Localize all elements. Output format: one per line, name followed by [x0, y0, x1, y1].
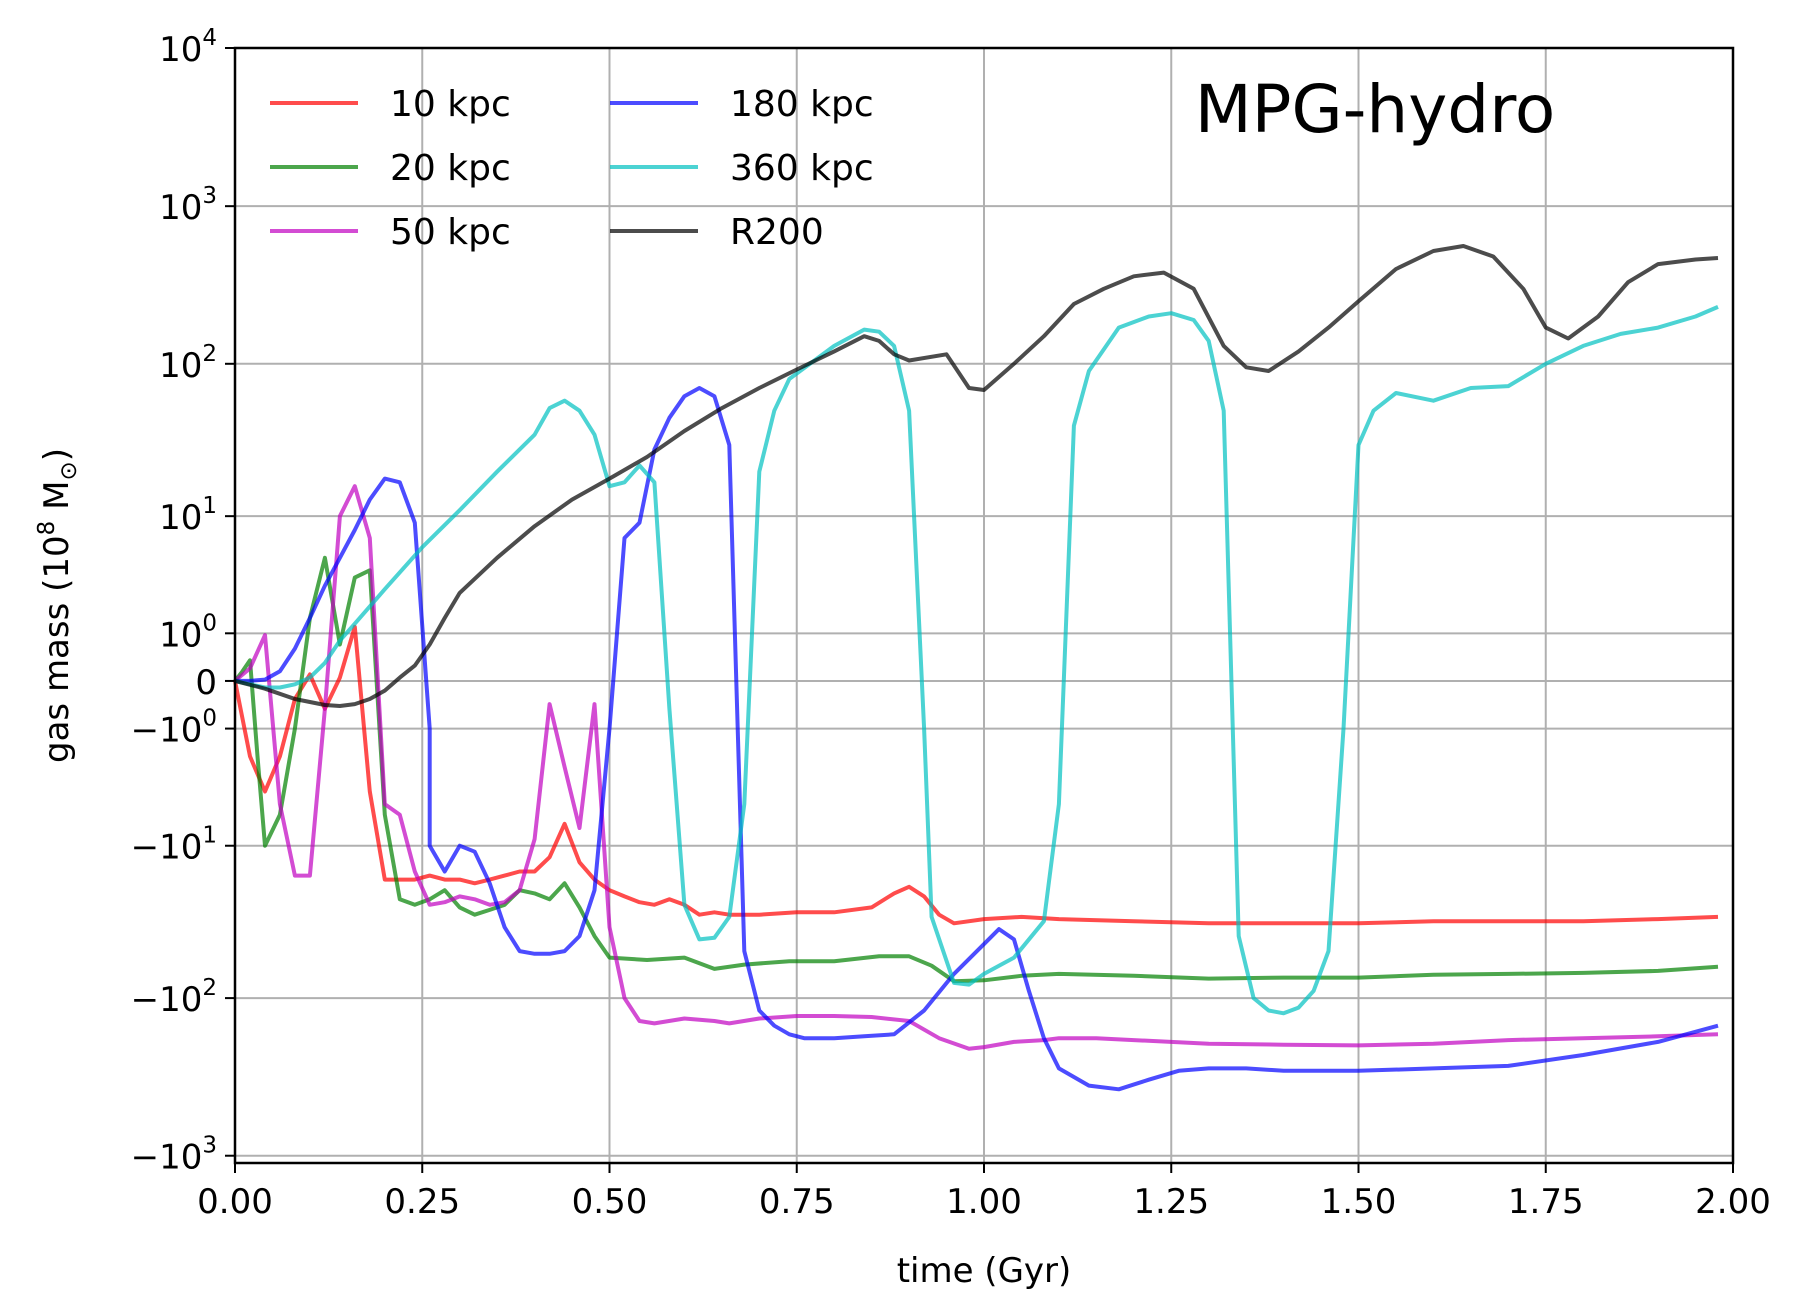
legend-label: 10 kpc — [390, 84, 511, 125]
y-tick-exp: 3 — [202, 183, 217, 209]
y-tick-label: −100 — [131, 706, 217, 751]
x-tick-label: 0.50 — [572, 1182, 648, 1222]
series-group — [233, 244, 1719, 1092]
series-line-50-kpc — [233, 484, 1719, 1051]
legend-label: 360 kpc — [730, 148, 874, 189]
y-tick-label: 100 — [159, 610, 217, 655]
y-axis-label-exp: 8 — [34, 521, 60, 536]
y-tick-base: 10 — [159, 498, 202, 538]
y-axis-label-unit: M — [37, 481, 77, 521]
y-tick-exp: 1 — [202, 823, 217, 849]
y-tick-base: 0 — [195, 663, 217, 703]
y-axis-label-close: ) — [37, 448, 77, 461]
series-line-r200 — [234, 244, 1719, 708]
x-tick-label: 0.00 — [197, 1182, 273, 1222]
series-line-20-kpc — [233, 555, 1719, 984]
y-tick-exp: 4 — [202, 25, 217, 51]
grid — [234, 47, 1734, 1163]
y-tick-exp: 0 — [202, 610, 217, 636]
y-tick-base: 10 — [159, 30, 202, 70]
tick-labels: 0.00 0.25 0.50 0.75 1.00 1.25 1.50 1.75 2.001041… — [131, 25, 1771, 1222]
y-tick-base: 10 — [159, 615, 202, 655]
y-tick-label: 101 — [159, 493, 217, 538]
y-tick-label: −102 — [131, 975, 217, 1020]
y-axis-label-sub: ⊙ — [56, 461, 82, 480]
x-tick-label: 2.00 — [1695, 1182, 1771, 1222]
legend-label: R200 — [730, 212, 824, 253]
y-tick-exp: 2 — [202, 341, 217, 367]
legend-label: 20 kpc — [390, 148, 511, 189]
x-tick-label: 1.25 — [1133, 1182, 1209, 1222]
legend-label: 180 kpc — [730, 84, 874, 125]
y-axis-label: gas mass (108 M⊙) — [34, 448, 82, 763]
y-tick-label: 103 — [159, 183, 217, 228]
y-tick-exp: 3 — [202, 1133, 217, 1159]
x-axis-label: time (Gyr) — [897, 1251, 1072, 1291]
y-tick-base: −10 — [131, 711, 203, 751]
y-tick-label: −101 — [131, 823, 217, 868]
y-tick-base: −10 — [131, 828, 203, 868]
legend-label: 50 kpc — [390, 212, 511, 253]
y-tick-exp: 1 — [202, 493, 217, 519]
y-tick-exp: 2 — [202, 975, 217, 1001]
y-tick-base: −10 — [131, 1138, 203, 1178]
y-tick-label: 0 — [195, 663, 217, 703]
y-tick-exp: 0 — [202, 706, 217, 732]
y-tick-base: −10 — [131, 980, 203, 1020]
y-tick-base: 10 — [159, 346, 202, 386]
y-axis-label-text: gas mass (10 — [37, 535, 77, 763]
chart-title: MPG-hydro — [1195, 71, 1556, 148]
x-tick-label: 0.25 — [384, 1182, 460, 1222]
x-tick-label: 1.00 — [946, 1182, 1022, 1222]
x-tick-label: 1.75 — [1508, 1182, 1584, 1222]
y-tick-label: 104 — [159, 25, 217, 70]
series-line-360-kpc — [234, 305, 1719, 1016]
series-line-10-kpc — [233, 624, 1719, 926]
y-tick-label: 102 — [159, 341, 217, 386]
y-tick-label: −103 — [131, 1133, 217, 1178]
y-tick-base: 10 — [159, 188, 202, 228]
x-tick-label: 1.50 — [1321, 1182, 1397, 1222]
ticks — [225, 47, 1734, 1173]
legend: 10 kpc 20 kpc 50 kpc 180 kpc 360 kpc R200 — [270, 84, 874, 253]
series-line-180-kpc — [235, 386, 1719, 1092]
x-tick-label: 0.75 — [759, 1182, 835, 1222]
